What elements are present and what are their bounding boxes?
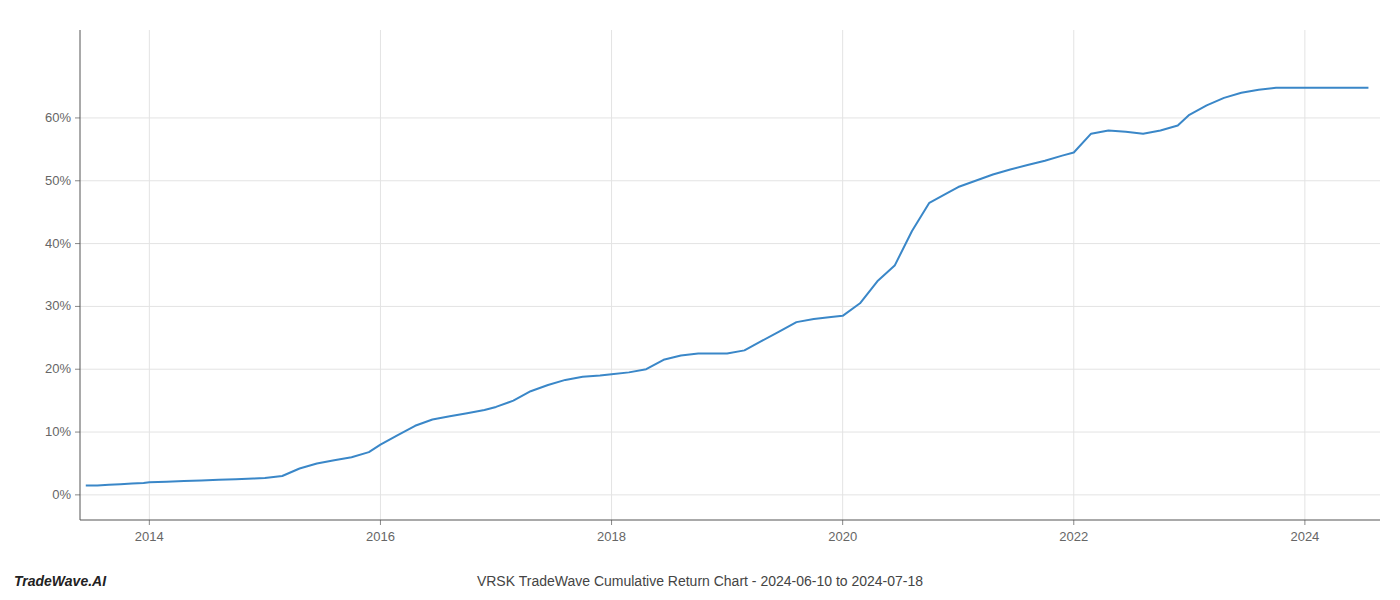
tick-mark [75,117,80,118]
grid-line [80,180,1380,181]
y-axis-line [80,30,81,520]
x-tick-label: 2024 [1290,529,1319,544]
grid-line [80,369,1380,370]
tick-mark [75,494,80,495]
x-tick-label: 2014 [135,529,164,544]
grid-line [380,30,381,520]
grid-line [1073,30,1074,520]
grid-line [611,30,612,520]
tick-mark [1304,520,1305,525]
x-axis-line [80,520,1380,521]
grid-line [80,432,1380,433]
tick-mark [842,520,843,525]
tick-mark [75,243,80,244]
watermark: TradeWave.AI [14,573,107,589]
tick-mark [380,520,381,525]
grid-line [1304,30,1305,520]
tick-mark [149,520,150,525]
y-tick-label: 30% [45,298,71,313]
x-tick-label: 2022 [1059,529,1088,544]
tick-mark [75,306,80,307]
title: VRSK TradeWave Cumulative Return Chart -… [477,573,923,589]
grid-line [80,494,1380,495]
tick-mark [75,432,80,433]
line-series [86,88,1369,486]
y-tick-label: 60% [45,110,71,125]
tick-mark [611,520,612,525]
axes: 0% 10% 20% 30% 40% 50% 60% 2014 2016 2018 2020 2022… [45,30,1380,544]
x-tick-label: 2018 [597,529,626,544]
tick-mark [75,180,80,181]
grid-line [149,30,150,520]
y-tick-label: 50% [45,173,71,188]
grid-line [842,30,843,520]
grid-line [80,243,1380,244]
tick-mark [75,369,80,370]
grid-line [80,306,1380,307]
x-tick-label: 2020 [828,529,857,544]
grid [80,30,1380,520]
y-tick-label: 20% [45,361,71,376]
y-tick-label: 40% [45,236,71,251]
y-tick-label: 10% [45,424,71,439]
plot-area [86,88,1369,486]
y-tick-label: 0% [52,487,71,502]
tick-mark [1073,520,1074,525]
chart: 0% 10% 20% 30% 40% 50% 60% 2014 2016 2018 2020 2022… [0,0,1400,600]
x-tick-label: 2016 [366,529,395,544]
